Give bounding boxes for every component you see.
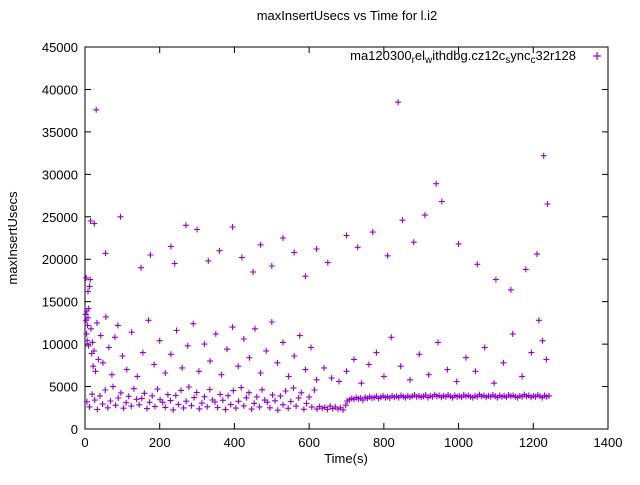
y-tick-label: 5000 xyxy=(49,380,78,395)
y-tick-label: 0 xyxy=(71,422,78,437)
y-tick-label: 45000 xyxy=(42,40,78,55)
x-tick-label: 200 xyxy=(149,435,171,450)
y-tick-label: 15000 xyxy=(42,295,78,310)
x-tick-label: 1000 xyxy=(444,435,473,450)
y-tick-label: 25000 xyxy=(42,210,78,225)
y-axis-label: maxInsertUsecs xyxy=(5,191,20,285)
y-tick-label: 20000 xyxy=(42,252,78,267)
x-tick-label: 0 xyxy=(81,435,88,450)
x-tick-label: 1400 xyxy=(594,435,623,450)
chart-title: maxInsertUsecs vs Time for l.i2 xyxy=(257,8,438,23)
x-axis-label: Time(s) xyxy=(324,451,368,466)
y-tick-label: 35000 xyxy=(42,125,78,140)
x-tick-label: 1200 xyxy=(519,435,548,450)
legend-label: ma120300relwithdbg.cz12csyncc32r128 xyxy=(350,48,576,66)
y-tick-label: 10000 xyxy=(42,337,78,352)
x-tick-label: 800 xyxy=(373,435,395,450)
plot-border xyxy=(84,46,609,430)
legend-marker-icon xyxy=(593,52,601,60)
x-tick-label: 400 xyxy=(224,435,246,450)
y-tick-label: 30000 xyxy=(42,167,78,182)
data-points xyxy=(82,99,552,414)
x-tick-label: 600 xyxy=(298,435,320,450)
y-tick-label: 40000 xyxy=(42,82,78,97)
